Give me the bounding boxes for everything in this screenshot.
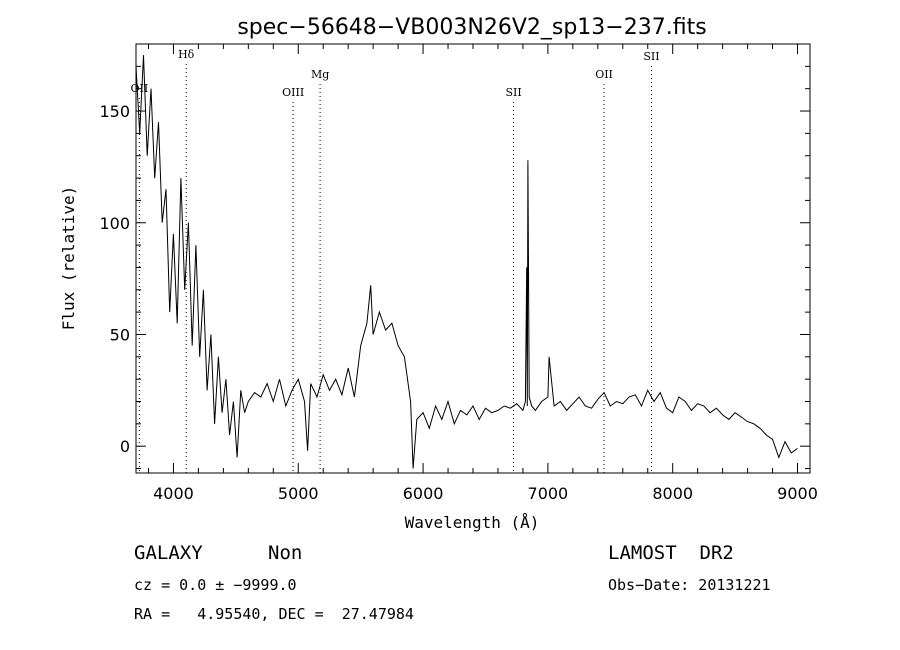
spectrum-line <box>135 55 798 469</box>
x-tick-label: 8000 <box>652 484 693 503</box>
x-tick-label: 7000 <box>528 484 569 503</box>
survey-label: LAMOST DR2 <box>608 542 734 564</box>
x-tick-label: 9000 <box>777 484 818 503</box>
coordinates: RA = 4.95540, DEC = 27.47984 <box>134 605 414 623</box>
x-tick-label: 4000 <box>153 484 194 503</box>
line-marker-label: OII <box>131 82 149 95</box>
y-tick-label: 150 <box>99 102 130 121</box>
line-marker-label: SII <box>505 86 521 99</box>
line-marker-label: Hδ <box>178 48 195 61</box>
line-marker-label: OII <box>595 68 613 81</box>
y-tick-label: 0 <box>120 437 130 456</box>
object-subclass: Non <box>268 542 303 564</box>
y-axis-label: Flux (relative) <box>59 186 78 331</box>
y-tick-label: 50 <box>110 325 130 344</box>
observation-date: Obs−Date: 20131221 <box>608 576 771 594</box>
plot-frame <box>135 43 811 474</box>
chart-title: spec−56648−VB003N26V2_sp13−237.fits <box>237 15 706 40</box>
line-marker-label: Mg <box>311 68 329 81</box>
object-class: GALAXY <box>134 542 203 564</box>
y-tick-label: 100 <box>99 214 130 233</box>
x-axis-label: Wavelength (Å) <box>405 513 540 532</box>
x-tick-label: 5000 <box>278 484 319 503</box>
spectral-line-marks: OII Hδ OIII Mg SII OII SII <box>131 48 660 473</box>
axis-ticks: 4000 5000 6000 7000 8000 9000 0 50 100 150 <box>99 44 818 503</box>
redshift-info: cz = 0.0 ± −9999.0 <box>134 576 297 594</box>
line-marker-label: SII <box>643 50 659 63</box>
x-tick-label: 6000 <box>403 484 444 503</box>
line-marker-label: OIII <box>282 86 304 99</box>
